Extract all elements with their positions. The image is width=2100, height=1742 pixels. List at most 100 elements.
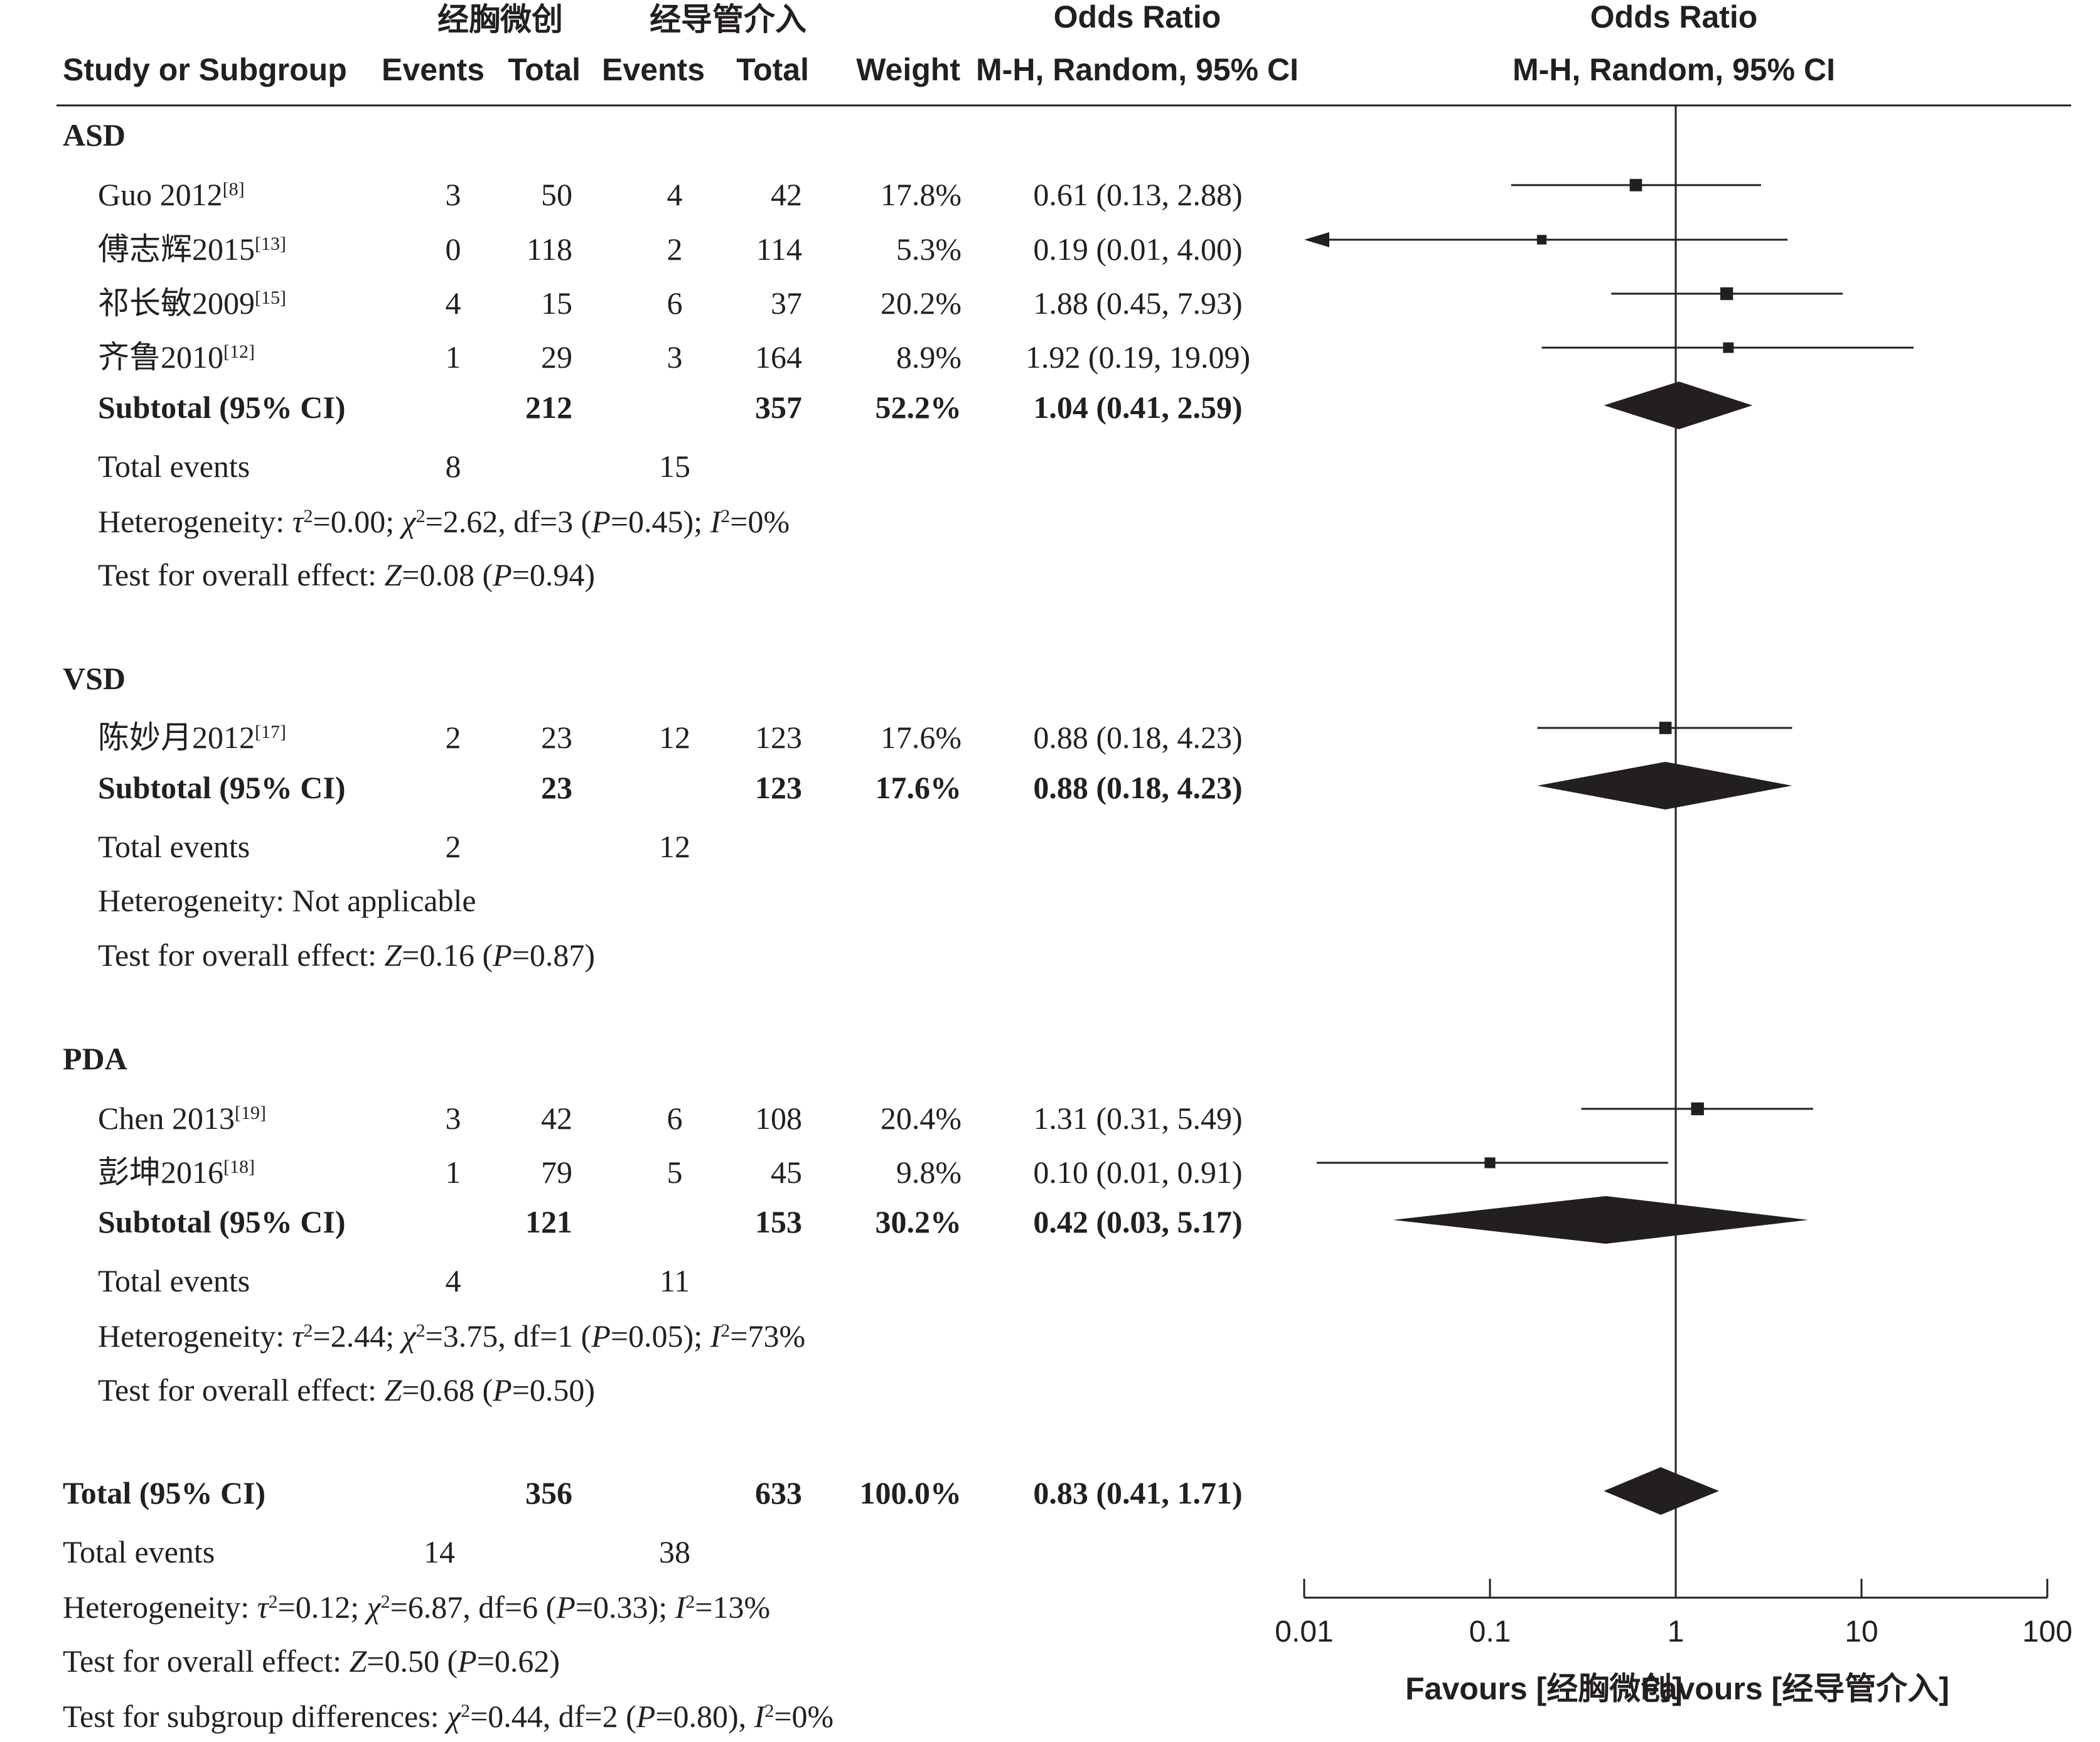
effect-square bbox=[1484, 1157, 1496, 1168]
study-name: 陈妙月2012[17] bbox=[98, 720, 286, 755]
odds-ratio-ci: 1.92 (0.19, 19.09) bbox=[1026, 339, 1250, 375]
forest-plot-area: 0.01 0.1 1 10 100 Favours [经胸微创]Favours [经导管介… bbox=[1275, 105, 2072, 1706]
total-events-1: 4 bbox=[446, 1263, 461, 1298]
header-total-1: Total bbox=[508, 52, 581, 87]
subtotal-total-1: 212 bbox=[525, 390, 572, 425]
events-2: 6 bbox=[667, 1101, 683, 1136]
overall-effect-text: Test for overall effect: Z=0.08 (P=0.94) bbox=[98, 557, 595, 592]
events-2: 2 bbox=[667, 232, 683, 267]
weight: 9.8% bbox=[896, 1155, 962, 1190]
subgroup-title-pda: PDA bbox=[63, 1041, 127, 1076]
header-weight: Weight bbox=[856, 52, 960, 87]
odds-ratio-ci: 0.88 (0.18, 4.23) bbox=[1033, 720, 1242, 755]
subtotal-label: Subtotal (95% CI) bbox=[98, 1204, 345, 1239]
total-events-2: 12 bbox=[659, 829, 690, 864]
overall-total-events-label: Total events bbox=[63, 1534, 215, 1569]
subtotal-weight: 52.2% bbox=[876, 390, 962, 425]
study-name: Guo 2012[8] bbox=[98, 177, 245, 212]
header-events-1: Events bbox=[382, 52, 485, 87]
study-name: 傅志辉2015[13] bbox=[98, 232, 286, 267]
events-2: 6 bbox=[667, 286, 683, 321]
events-1: 1 bbox=[446, 1155, 461, 1190]
subtotal-weight: 30.2% bbox=[876, 1204, 962, 1239]
overall-effect-text: Test for overall effect: Z=0.16 (P=0.87) bbox=[98, 938, 595, 973]
header-group1: 经胸微创 bbox=[437, 2, 563, 37]
header-study: Study or Subgroup bbox=[63, 52, 347, 87]
overall-effect-total-text: Test for overall effect: Z=0.50 (P=0.62) bbox=[63, 1643, 560, 1679]
events-1: 1 bbox=[446, 339, 461, 375]
study-name: 彭坤2016[18] bbox=[98, 1155, 255, 1190]
events-2: 4 bbox=[667, 177, 683, 212]
favours-left-label: Favours [经胸微创] bbox=[1405, 1671, 1683, 1706]
subgroup-title-vsd: VSD bbox=[63, 661, 126, 696]
total-events-label: Total events bbox=[98, 449, 250, 484]
x-axis-tick-label: 0.01 bbox=[1275, 1615, 1333, 1648]
heterogeneity-text: Heterogeneity: τ2=2.44; χ2=3.75, df=1 (P… bbox=[98, 1318, 805, 1354]
weight: 20.2% bbox=[881, 286, 962, 321]
odds-ratio-ci: 0.61 (0.13, 2.88) bbox=[1033, 177, 1242, 212]
overall-heterogeneity-text: Heterogeneity: τ2=0.12; χ2=6.87, df=6 (P… bbox=[63, 1590, 770, 1625]
overall-total-events-1: 14 bbox=[424, 1534, 455, 1569]
total-2: 37 bbox=[771, 286, 802, 321]
total-1: 50 bbox=[541, 177, 572, 212]
subtotal-odds-ratio: 0.42 (0.03, 5.17) bbox=[1033, 1204, 1242, 1239]
effect-square bbox=[1629, 179, 1642, 191]
weight: 17.8% bbox=[881, 177, 962, 212]
subgroup-differences-text: Test for subgroup differences: χ2=0.44, … bbox=[63, 1699, 833, 1734]
subtotal-diamond bbox=[1537, 762, 1792, 810]
x-axis-tick-label: 100 bbox=[2022, 1615, 2072, 1648]
total-total-2: 633 bbox=[755, 1475, 802, 1510]
total-odds-ratio: 0.83 (0.41, 1.71) bbox=[1033, 1475, 1242, 1510]
total-events-label: Total events bbox=[98, 829, 250, 864]
effect-square bbox=[1691, 1102, 1704, 1116]
total-1: 118 bbox=[527, 232, 572, 267]
weight: 5.3% bbox=[896, 232, 962, 267]
total-label: Total (95% CI) bbox=[63, 1475, 265, 1510]
header-total-2: Total bbox=[736, 52, 809, 87]
events-1: 3 bbox=[446, 1101, 461, 1136]
total-2: 123 bbox=[755, 720, 802, 755]
total-2: 114 bbox=[756, 232, 802, 267]
events-2: 12 bbox=[659, 720, 690, 755]
subgroup-title-asd: ASD bbox=[63, 117, 126, 152]
events-2: 5 bbox=[667, 1155, 683, 1190]
header-or-title: Odds Ratio bbox=[1054, 0, 1221, 35]
subtotal-label: Subtotal (95% CI) bbox=[98, 770, 345, 805]
total-events-1: 2 bbox=[446, 829, 461, 864]
subtotal-total-1: 23 bbox=[541, 770, 572, 805]
study-name: 祁长敏2009[15] bbox=[98, 286, 286, 321]
x-axis-tick-label: 10 bbox=[1845, 1615, 1878, 1648]
events-2: 3 bbox=[667, 339, 683, 375]
subtotal-weight: 17.6% bbox=[876, 770, 962, 805]
odds-ratio-ci: 0.19 (0.01, 4.00) bbox=[1033, 232, 1242, 267]
weight: 20.4% bbox=[881, 1101, 962, 1136]
study-name: 齐鲁2010[12] bbox=[98, 339, 255, 375]
total-diamond bbox=[1604, 1467, 1719, 1515]
header-group2: 经导管介入 bbox=[650, 2, 806, 37]
total-events-2: 11 bbox=[660, 1263, 690, 1298]
total-1: 15 bbox=[541, 286, 572, 321]
events-1: 0 bbox=[446, 232, 461, 267]
weight: 17.6% bbox=[881, 720, 962, 755]
total-2: 164 bbox=[755, 339, 802, 375]
heterogeneity-text: Heterogeneity: Not applicable bbox=[98, 883, 476, 918]
subtotal-odds-ratio: 0.88 (0.18, 4.23) bbox=[1033, 770, 1242, 805]
total-2: 42 bbox=[771, 177, 802, 212]
study-name: Chen 2013[19] bbox=[98, 1101, 266, 1136]
subtotal-odds-ratio: 1.04 (0.41, 2.59) bbox=[1033, 390, 1242, 425]
events-1: 4 bbox=[446, 286, 461, 321]
odds-ratio-ci: 1.88 (0.45, 7.93) bbox=[1033, 286, 1242, 321]
total-events-2: 15 bbox=[659, 449, 690, 484]
subtotal-total-2: 357 bbox=[755, 390, 802, 425]
odds-ratio-ci: 1.31 (0.31, 5.49) bbox=[1033, 1101, 1242, 1136]
effect-square bbox=[1723, 342, 1734, 353]
events-1: 3 bbox=[446, 177, 461, 212]
header-events-2: Events bbox=[602, 52, 705, 87]
events-1: 2 bbox=[446, 720, 461, 755]
total-events-1: 8 bbox=[446, 449, 461, 484]
subtotal-total-2: 123 bbox=[755, 770, 802, 805]
overall-effect-text: Test for overall effect: Z=0.68 (P=0.50) bbox=[98, 1372, 595, 1408]
